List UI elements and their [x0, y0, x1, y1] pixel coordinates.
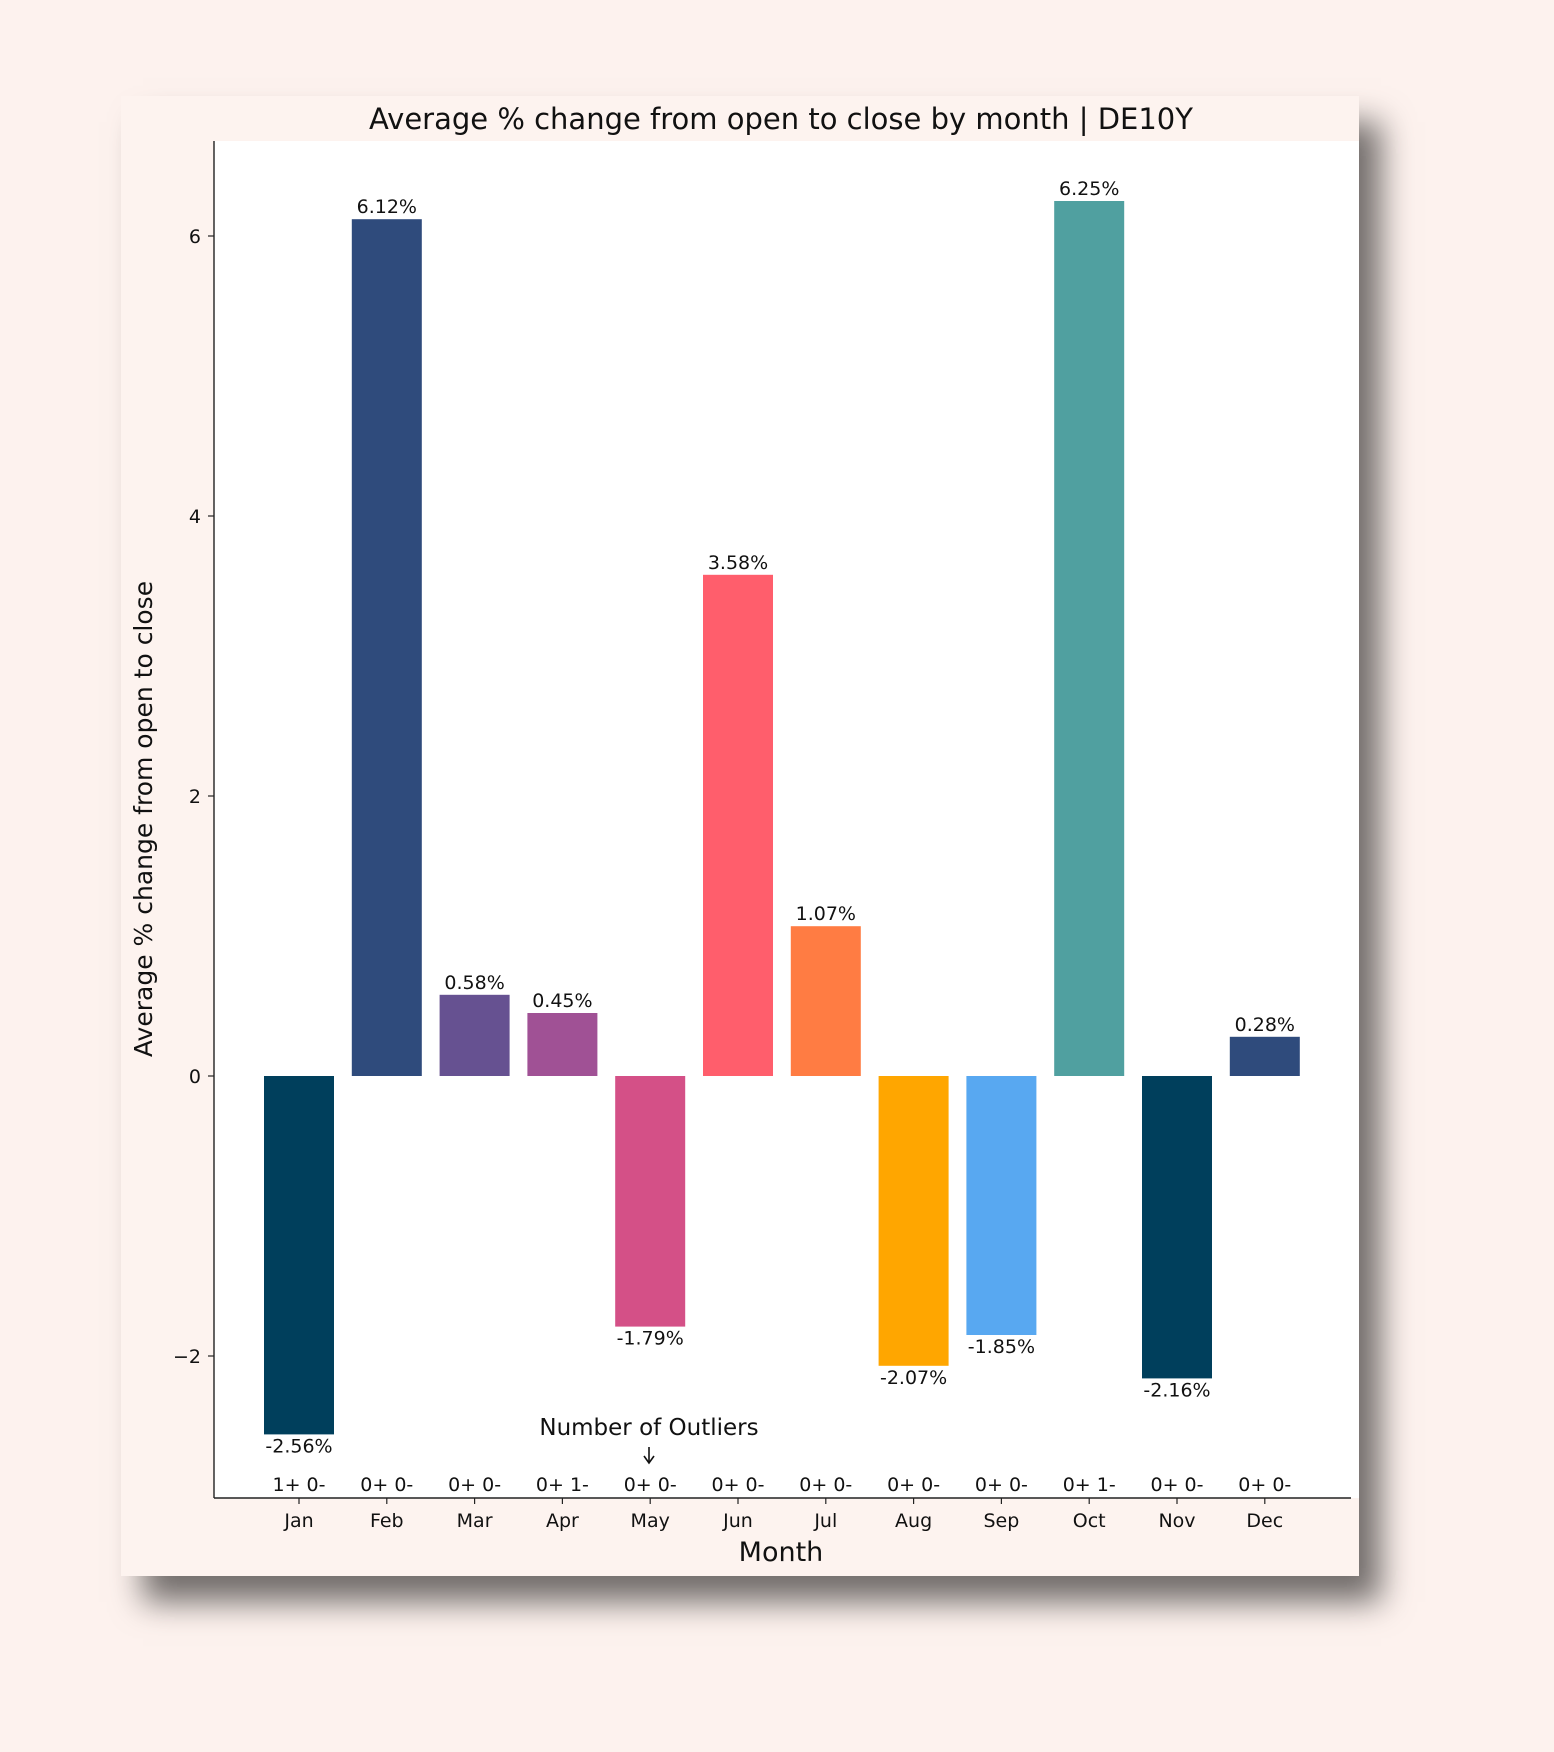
- y-tick-label: 4: [189, 506, 201, 528]
- chart-title: Average % change from open to close by m…: [369, 102, 1193, 136]
- outlier-count-jun: 0+ 0-: [712, 1474, 765, 1496]
- bar-value-label-sep: -1.85%: [968, 1336, 1035, 1358]
- bar-value-label-nov: -2.16%: [1143, 1379, 1210, 1401]
- y-tick-label: 6: [189, 226, 201, 248]
- bar-nov: [1142, 1076, 1212, 1379]
- bar-value-label-may: -1.79%: [617, 1328, 684, 1350]
- bar-chart: Average % change from open to close by m…: [129, 102, 1359, 1568]
- bar-jul: [790, 926, 861, 1076]
- bar-sep: [966, 1076, 1037, 1335]
- x-tick-label-nov: Nov: [1158, 1510, 1195, 1532]
- bar-value-label-apr: 0.45%: [532, 990, 592, 1012]
- chart-card: Average % change from open to close by m…: [121, 96, 1359, 1576]
- bar-mar: [439, 994, 510, 1076]
- outlier-count-nov: 0+ 0-: [1151, 1474, 1204, 1496]
- y-tick-label: 0: [189, 1066, 201, 1088]
- x-tick-label-aug: Aug: [895, 1510, 932, 1532]
- bar-apr: [527, 1013, 598, 1076]
- outlier-count-sep: 0+ 0-: [975, 1474, 1028, 1496]
- bar-value-label-jan: -2.56%: [265, 1435, 332, 1457]
- outlier-count-oct: 0+ 1-: [1063, 1474, 1116, 1496]
- outlier-count-feb: 0+ 0-: [360, 1474, 413, 1496]
- x-tick-label-may: May: [631, 1510, 670, 1532]
- x-tick-label-mar: Mar: [457, 1510, 493, 1532]
- x-tick-label-apr: Apr: [546, 1510, 579, 1532]
- bar-dec: [1229, 1036, 1300, 1076]
- x-tick-label-oct: Oct: [1073, 1510, 1106, 1532]
- bar-value-label-oct: 6.25%: [1059, 178, 1119, 200]
- bar-value-label-aug: -2.07%: [880, 1367, 947, 1389]
- outlier-count-mar: 0+ 0-: [448, 1474, 501, 1496]
- outliers-annotation: Number of Outliers: [539, 1415, 758, 1441]
- bar-jan: [264, 1076, 334, 1435]
- outlier-count-jul: 0+ 0-: [799, 1474, 852, 1496]
- bar-aug: [878, 1076, 949, 1366]
- y-tick-label: −2: [173, 1346, 201, 1368]
- outliers-arrow: [643, 1447, 655, 1465]
- x-tick-label-sep: Sep: [983, 1510, 1019, 1532]
- outlier-count-apr: 0+ 1-: [536, 1474, 589, 1496]
- x-tick-label-jun: Jun: [722, 1510, 753, 1532]
- bar-value-label-feb: 6.12%: [357, 196, 417, 218]
- bar-oct: [1054, 201, 1125, 1076]
- bar-value-label-mar: 0.58%: [444, 972, 504, 994]
- x-axis-label: Month: [739, 1537, 824, 1568]
- x-tick-label-feb: Feb: [370, 1510, 404, 1532]
- outlier-count-may: 0+ 0-: [624, 1474, 677, 1496]
- outlier-count-aug: 0+ 0-: [887, 1474, 940, 1496]
- outlier-count-jan: 1+ 0-: [273, 1474, 326, 1496]
- bar-value-label-jun: 3.58%: [708, 552, 768, 574]
- y-axis-label: Average % change from open to close: [129, 581, 158, 1057]
- bar-jun: [703, 574, 773, 1076]
- bar-value-label-jul: 1.07%: [796, 903, 856, 925]
- x-tick-label-jul: Jul: [813, 1510, 837, 1532]
- bar-value-label-dec: 0.28%: [1235, 1014, 1295, 1036]
- bar-may: [615, 1076, 686, 1327]
- x-tick-label-dec: Dec: [1246, 1510, 1283, 1532]
- y-tick-label: 2: [189, 786, 201, 808]
- bar-feb: [351, 219, 422, 1076]
- x-tick-label-jan: Jan: [283, 1510, 313, 1532]
- outlier-count-dec: 0+ 0-: [1238, 1474, 1291, 1496]
